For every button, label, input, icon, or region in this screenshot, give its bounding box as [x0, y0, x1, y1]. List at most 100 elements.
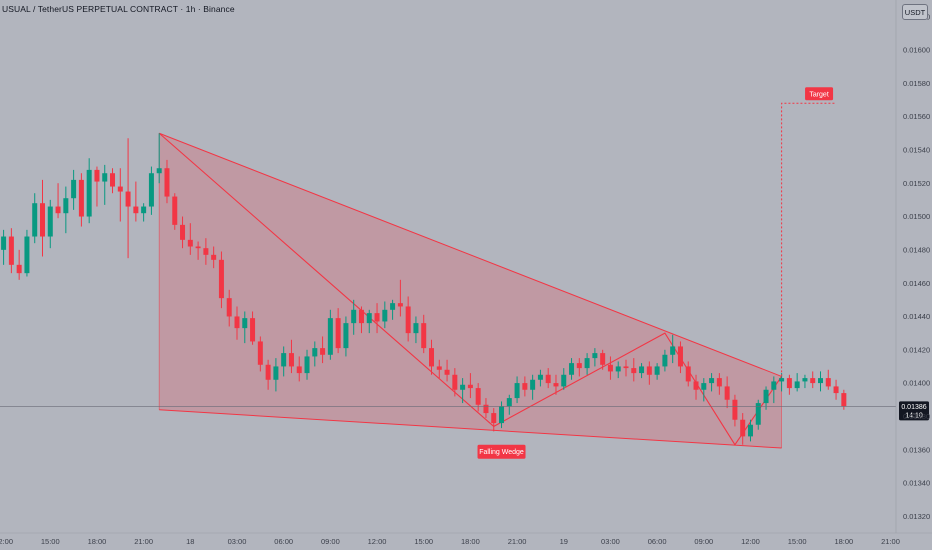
falling-wedge-pattern [158, 132, 783, 449]
candle-body-up [156, 168, 162, 174]
time-tick-label: 21:00 [881, 537, 900, 546]
candle-body-down [786, 378, 792, 389]
candle-body-down [740, 419, 746, 437]
candle-body-down [94, 169, 100, 182]
currency-button[interactable]: USDT [902, 4, 928, 20]
candle-body-up [327, 318, 333, 355]
candle-body-down [296, 366, 302, 374]
price-tick-label: 0.01320 [903, 512, 930, 521]
candle-body-up [755, 403, 761, 425]
last-price-tag [899, 401, 929, 421]
price-axis: 0.01320 0.01340 0.01360 0.01380 0.01400 0.014… [895, 0, 930, 533]
candle-body-down [491, 413, 497, 424]
candle-body-down [841, 393, 847, 407]
time-tick-label: 18:00 [88, 537, 107, 546]
candle-body-up [662, 354, 668, 367]
time-tick-label: 12:00 [741, 537, 760, 546]
candle-body-down [724, 386, 730, 400]
candle-body-down [374, 313, 380, 322]
candle-body-up [281, 353, 287, 367]
wedge-lower-line [159, 409, 782, 449]
candle-body-down [833, 386, 839, 394]
candle-body-up [312, 348, 318, 357]
candle-body-down [335, 318, 341, 349]
candle-body-up [592, 353, 598, 359]
candle-body-up [351, 309, 357, 324]
time-tick-label: 15:00 [41, 537, 60, 546]
time-tick-label: 12:00 [368, 537, 387, 546]
time-axis: 12:00 15:00 18:00 21:00 18 03:00 06:00 09:00 12:… [0, 532, 932, 546]
time-tick-label: 03:00 [601, 537, 620, 546]
target-label-box [805, 87, 834, 101]
candle-body-down [522, 383, 528, 390]
candle-body-down [810, 378, 816, 384]
candle-body-up [818, 378, 823, 384]
price-tick-label: 0.01540 [903, 146, 930, 155]
candle-body-up [460, 384, 466, 390]
price-tick-label: 0.01400 [903, 379, 930, 388]
time-tick-label: 03:00 [228, 537, 247, 546]
candle-body-down [16, 264, 22, 274]
candle-body-up [802, 378, 808, 382]
candle-body-down [180, 224, 186, 240]
candle-body-up [506, 398, 512, 407]
candle-body-up [530, 379, 536, 390]
candle-body-down [203, 248, 209, 255]
candle-body-up [390, 303, 396, 310]
candle-body-down [133, 206, 139, 214]
candle-body-up [499, 406, 505, 424]
candle-body-down [125, 191, 131, 207]
candle-body-down [716, 378, 722, 387]
candle-body-down [218, 259, 224, 299]
candle-body-down [195, 246, 201, 249]
candle-body-up [654, 366, 660, 375]
candle-body-down [685, 366, 691, 382]
time-tick-label: 12:00 [0, 537, 13, 546]
candle-body-up [514, 383, 520, 399]
candle-body-up [537, 374, 543, 380]
candle-body-down [320, 348, 326, 355]
candle-body-up [763, 389, 769, 404]
candle-body-down [475, 388, 481, 405]
time-tick-label: 09:00 [321, 537, 340, 546]
candle-body-down [172, 196, 178, 225]
candle-body-up [413, 323, 419, 334]
time-tick-label: 21:00 [508, 537, 527, 546]
candle-body-up [709, 378, 715, 384]
candle-body-up [584, 358, 590, 369]
chart-title: USUAL / TetherUS PERPETUAL CONTRACT · 1h… [2, 4, 235, 14]
price-tick-label: 0.01480 [903, 245, 930, 254]
candle-body-up [382, 309, 388, 322]
candle-body-up [771, 381, 777, 390]
candle-body-up [639, 366, 645, 374]
candle-body-down [444, 369, 450, 375]
candle-body-up [747, 424, 753, 437]
candle-body-down [467, 384, 473, 389]
candle-body-up [343, 323, 349, 349]
candle-body-down [452, 374, 458, 390]
candle-body-down [117, 186, 123, 192]
candle-body-up [63, 198, 69, 214]
falling-wedge-label: Falling Wedge [479, 449, 524, 456]
candle-body-up [366, 313, 372, 324]
candle-body-up [242, 318, 248, 329]
price-tick-label: 0.01580 [903, 79, 930, 88]
time-tick-label: 06:00 [648, 537, 667, 546]
candle-body-down [631, 368, 637, 374]
price-tick-label: 0.01340 [903, 479, 930, 488]
candle-body-down [421, 323, 427, 349]
candle-body-up [102, 173, 108, 182]
candle-body-up [47, 206, 53, 237]
candle-body-down [164, 168, 170, 197]
price-tick-label: 0.01520 [903, 179, 930, 188]
time-tick-label: 09:00 [694, 537, 713, 546]
price-tick-label: 0.01360 [903, 445, 930, 454]
candle-body-up [615, 366, 621, 372]
candle-body-down [429, 348, 434, 367]
candle-body-down [40, 203, 45, 237]
candle-body-up [569, 363, 575, 375]
candle-body-down [187, 239, 193, 247]
price-tick-label: 0.01380 [903, 412, 930, 421]
